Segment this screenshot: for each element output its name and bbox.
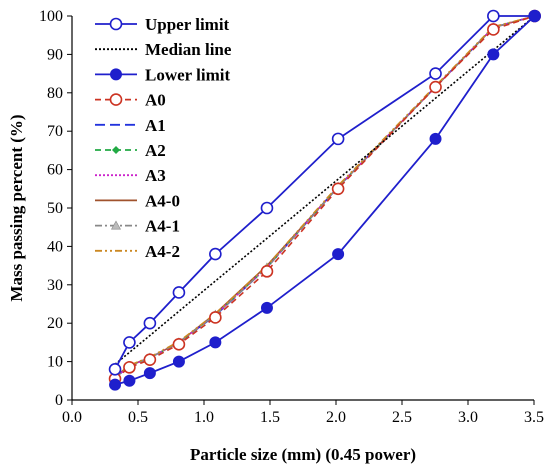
- legend-item-a4-1: A4-1: [95, 217, 180, 236]
- legend-item-a4-2: A4-2: [95, 242, 180, 261]
- series-line-a3: [114, 15, 535, 379]
- legend-marker-upper-limit: [109, 17, 123, 31]
- legend-label-a4-0: A4-0: [145, 191, 180, 210]
- data-point-upper-limit: [143, 316, 157, 330]
- y-tick-label: 10: [47, 354, 63, 371]
- data-point-lower-limit: [429, 132, 442, 145]
- y-tick-label: 80: [47, 85, 63, 102]
- x-tick-label: 0.5: [128, 409, 148, 426]
- legend-label-a2: A2: [145, 141, 166, 160]
- y-axis-title: Mass passing percent (%): [7, 114, 26, 301]
- axes: 0.0 0.5 1.0 1.5 2.0 2.5 3.0 3.5 0 10 20 30 40 50 60 70 8…: [39, 8, 544, 426]
- series-line-a0: [114, 15, 535, 380]
- data-point-a0: [123, 361, 136, 374]
- legend-label-upper-limit: Upper limit: [145, 15, 230, 34]
- legend-label-a4-1: A4-1: [145, 217, 180, 236]
- data-point-lower-limit: [172, 355, 185, 368]
- series-line-upper-limit: [114, 15, 535, 370]
- data-point-lower-limit: [528, 10, 541, 22]
- x-tick-label: 2.0: [326, 409, 346, 426]
- y-tick-label: 20: [47, 315, 63, 332]
- data-point-upper-limit: [429, 67, 442, 80]
- x-tick-label: 3.5: [524, 409, 544, 426]
- x-tick-label: 0.0: [62, 409, 82, 426]
- data-point-a0: [172, 338, 186, 351]
- data-point-lower-limit: [332, 248, 345, 261]
- y-tick-label: 90: [47, 46, 63, 63]
- y-tick-label: 70: [47, 123, 63, 140]
- series-line-lower-limit: [114, 15, 536, 386]
- data-point-lower-limit: [260, 301, 273, 314]
- legend-label-median-line: Median line: [145, 40, 232, 59]
- series-layer: [108, 9, 541, 391]
- y-tick-label: 50: [47, 200, 63, 217]
- x-axis-title: Particle size (mm) (0.45 power): [190, 445, 416, 464]
- legend-item-a3: A3: [95, 166, 166, 185]
- data-point-a0: [331, 182, 345, 196]
- legend-label-a3: A3: [145, 166, 166, 185]
- y-tick-label: 40: [47, 238, 63, 255]
- legend-marker-a0: [109, 93, 123, 106]
- data-point-a0: [209, 311, 222, 324]
- legend-item-a2: A2: [95, 141, 166, 160]
- legend-marker-a4-1: [110, 220, 122, 230]
- legend-marker-a2: [112, 146, 120, 154]
- legend-label-a4-2: A4-2: [145, 242, 180, 261]
- legend-item-a0: A0: [95, 91, 166, 110]
- data-point-upper-limit: [487, 9, 500, 23]
- legend-label-lower-limit: Lower limit: [145, 65, 230, 84]
- data-point-lower-limit: [123, 374, 136, 387]
- data-point-a0: [143, 353, 157, 366]
- data-point-a0: [487, 23, 500, 36]
- legend-item-a1: A1: [95, 116, 166, 135]
- y-tick-label: 30: [47, 277, 63, 294]
- legend: Upper limit Median line Lower limit A0 A1 A2 A…: [95, 15, 232, 261]
- series-a3: [114, 15, 535, 379]
- data-point-lower-limit: [143, 367, 156, 380]
- data-point-upper-limit: [108, 362, 122, 376]
- legend-marker-lower-limit: [110, 68, 122, 81]
- data-point-upper-limit: [209, 247, 222, 261]
- legend-label-a1: A1: [145, 116, 166, 135]
- data-point-a0: [260, 265, 274, 278]
- legend-label-a0: A0: [145, 91, 166, 110]
- data-point-upper-limit: [123, 336, 136, 349]
- data-point-lower-limit: [487, 48, 500, 61]
- x-tick-label: 3.0: [458, 409, 478, 426]
- series-upper-limit: [108, 9, 541, 376]
- legend-item-a4-0: A4-0: [95, 191, 180, 210]
- legend-item-lower-limit: Lower limit: [95, 65, 230, 84]
- x-tick-label: 2.5: [392, 409, 412, 426]
- series-lower-limit: [109, 10, 541, 391]
- x-tick-label: 1.5: [260, 409, 280, 426]
- data-point-lower-limit: [209, 336, 222, 349]
- x-tick-label: 1.0: [194, 409, 214, 426]
- legend-item-upper-limit: Upper limit: [95, 15, 230, 34]
- y-tick-label: 0: [55, 392, 63, 409]
- data-point-upper-limit: [260, 201, 274, 215]
- data-point-a0: [429, 80, 442, 94]
- data-point-upper-limit: [172, 286, 186, 299]
- data-point-upper-limit: [331, 132, 345, 146]
- y-tick-label: 100: [39, 8, 63, 25]
- y-tick-label: 60: [47, 162, 63, 179]
- data-point-lower-limit: [109, 378, 122, 391]
- series-line-a4-1: [114, 15, 535, 379]
- legend-item-median-line: Median line: [95, 40, 232, 59]
